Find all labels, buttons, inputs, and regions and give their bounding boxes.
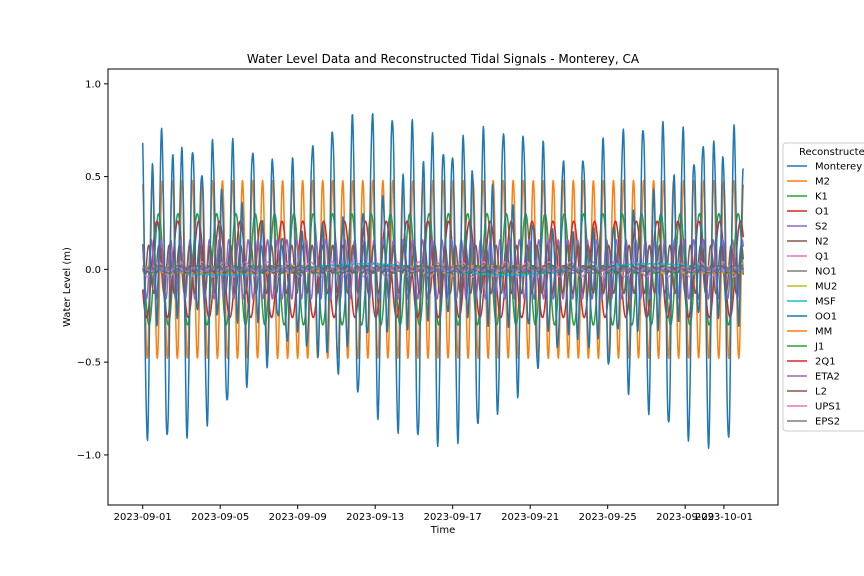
x-tick-label: 2023-09-05 [191, 512, 249, 523]
x-tick-label: 2023-09-17 [424, 512, 482, 523]
legend-label-eps2: EPS2 [815, 417, 840, 428]
y-tick-label: −1.0 [77, 450, 101, 461]
y-tick-label: −0.5 [77, 358, 101, 369]
legend-label-ups1: UPS1 [815, 402, 841, 413]
legend-label-monterey: Monterey [815, 162, 862, 173]
legend-label-q1: Q1 [815, 252, 829, 263]
x-tick-label: 2023-09-13 [346, 512, 404, 523]
x-axis-label: Time [430, 525, 455, 536]
legend-label-oo1: OO1 [815, 312, 837, 323]
plot-frame [107, 68, 779, 506]
legend-label-msf: MSF [815, 297, 836, 308]
y-tick-label: 0.5 [85, 172, 101, 183]
legend-label-mm: MM [815, 327, 832, 338]
series-line-q1 [142, 261, 744, 278]
x-tick-label: 2023-09-01 [114, 512, 172, 523]
y-axis-label: Water Level (m) [62, 247, 73, 327]
y-tick-label: 0.0 [85, 265, 101, 276]
legend-label-eta2: ETA2 [815, 372, 840, 383]
legend-label-o1: O1 [815, 207, 829, 218]
legend-label-k1: K1 [815, 192, 828, 203]
x-tick-label: 2023-09-25 [579, 512, 637, 523]
legend-label-no1: NO1 [815, 267, 837, 278]
x-tick-label: 2023-09-09 [269, 512, 327, 523]
legend-label-m2: M2 [815, 177, 830, 188]
chart-title: Water Level Data and Reconstructed Tidal… [247, 52, 640, 66]
series-line-eps2 [142, 266, 744, 272]
legend-title: Reconstructe [799, 147, 864, 158]
y-axis: 1.0 0.5 0.0 −0.5 −1.0 [77, 79, 108, 461]
series-line-monterey [141, 113, 745, 450]
x-axis: 2023-09-01 2023-09-05 2023-09-09 2023-09-13… [114, 505, 753, 523]
legend-label-n2: N2 [815, 237, 829, 248]
x-tick-label: 2023-09-29 [656, 512, 714, 523]
legend-label-2q1: 2Q1 [815, 357, 836, 368]
legend: Reconstructe Monterey M2 K1 O1 S2 N2 Q1 NO1 MU2 M… [782, 142, 864, 432]
legend-label-mu2: MU2 [815, 282, 837, 293]
x-tick-label: 2023-09-21 [501, 512, 559, 523]
y-tick-label: 1.0 [85, 79, 101, 90]
series-layer [141, 113, 745, 450]
series-line-m2 [141, 179, 745, 360]
x-tick-label: 2023-10-01 [695, 512, 753, 523]
legend-label-s2: S2 [815, 222, 828, 233]
legend-box [782, 142, 864, 432]
legend-label-j1: J1 [814, 342, 824, 353]
legend-label-l2: L2 [815, 387, 827, 398]
